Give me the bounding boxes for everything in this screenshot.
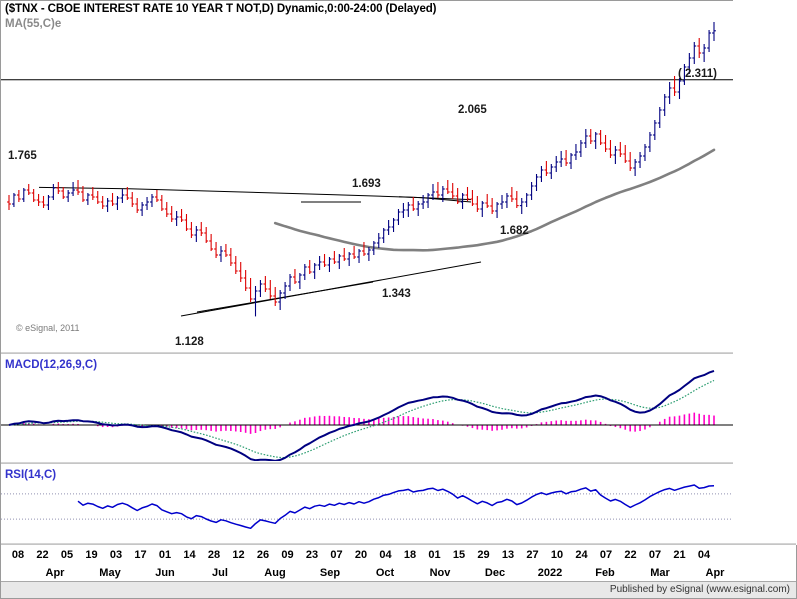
date-tick-day: 01 — [428, 549, 441, 561]
publisher-text: Published by eSignal (www.esignal.com) — [609, 584, 790, 595]
date-tick-day: 08 — [11, 549, 25, 561]
resistance-level-label: ( 2.311) — [678, 68, 717, 80]
swing-label-2065: 2.065 — [458, 104, 487, 116]
price-plot-area[interactable] — [1, 12, 733, 352]
date-tick-day: 20 — [354, 549, 368, 561]
date-tick-month: Jun — [155, 567, 175, 579]
swing-label-1682: 1.682 — [500, 225, 529, 237]
date-tick-month: Aug — [264, 567, 286, 579]
swing-label-1765: 1.765 — [8, 150, 37, 162]
rsi-plot-svg — [1, 484, 733, 530]
rsi-indicator-label: RSI(14,C) — [5, 469, 57, 481]
chart-title: ($TNX - CBOE INTEREST RATE 10 YEAR T NOT… — [5, 3, 437, 15]
date-tick-month: Apr — [45, 567, 65, 579]
date-tick-day: 29 — [477, 549, 490, 561]
date-tick-day: 27 — [526, 549, 539, 561]
swing-label-1693: 1.693 — [352, 178, 381, 190]
macd-plot-svg — [1, 369, 733, 461]
date-tick-day: 04 — [697, 549, 711, 561]
date-tick-month: May — [99, 567, 121, 579]
swing-label-1343: 1.343 — [382, 288, 411, 300]
date-tick-day: 18 — [403, 549, 417, 561]
date-tick-month: Feb — [595, 567, 615, 579]
date-tick-day: 19 — [85, 549, 98, 561]
date-tick-day: 04 — [379, 549, 392, 561]
date-tick-month: Mar — [650, 567, 670, 579]
date-tick-day: 23 — [305, 549, 319, 561]
date-tick-month: Jul — [212, 567, 228, 579]
panel-separator-rsi-dates — [1, 543, 796, 545]
date-tick-day: 10 — [550, 549, 564, 561]
date-tick-day: 14 — [183, 549, 196, 561]
panel-separator-price-macd — [1, 352, 796, 354]
date-tick-day: 15 — [452, 549, 466, 561]
date-tick-day: 22 — [36, 549, 49, 561]
date-tick-month: 2022 — [537, 567, 563, 579]
date-tick-month: Sep — [319, 567, 341, 579]
esignal-watermark: © eSignal, 2011 — [16, 323, 80, 333]
date-tick-day: 21 — [673, 549, 686, 561]
ma-overlay-label: MA(55,C)e — [5, 18, 62, 30]
date-tick-day: 05 — [60, 549, 74, 561]
date-tick-day: 09 — [281, 549, 294, 561]
macd-indicator-label: MACD(12,26,9,C) — [5, 359, 98, 371]
date-tick-month: Oct — [375, 567, 395, 579]
status-bar: Published by eSignal (www.esignal.com) — [1, 581, 796, 598]
date-tick-day: 26 — [256, 549, 270, 561]
swing-label-1128: 1.128 — [175, 336, 204, 348]
date-tick-day: 07 — [330, 549, 343, 561]
date-tick-day: 07 — [599, 549, 613, 561]
date-tick-day: 07 — [648, 549, 662, 561]
date-tick-month: Nov — [429, 567, 451, 579]
macd-plot-area[interactable] — [1, 356, 733, 461]
date-axis: 08 22 05 19 03 17 01 14 28 12 26 09 23 07 20 04 18 01 15 29… — [0, 545, 733, 587]
date-tick-day: 12 — [232, 549, 245, 561]
panel-separator-macd-rsi — [1, 462, 796, 464]
date-tick-day: 13 — [501, 549, 515, 561]
date-tick-day: 17 — [134, 549, 147, 561]
date-tick-day: 22 — [624, 549, 637, 561]
date-tick-day: 28 — [207, 549, 221, 561]
price-plot-svg — [1, 22, 733, 317]
date-tick-day: 24 — [575, 549, 588, 561]
date-tick-month: Dec — [484, 567, 506, 579]
date-tick-day: 01 — [158, 549, 172, 561]
value-axis-column[interactable]: 2.600 2.400 2.200 2.000 1.800 1.600 1.40… — [733, 0, 797, 545]
rsi-plot-area[interactable] — [1, 466, 733, 544]
date-tick-day: 03 — [109, 549, 123, 561]
date-tick-month: Apr — [705, 567, 725, 579]
